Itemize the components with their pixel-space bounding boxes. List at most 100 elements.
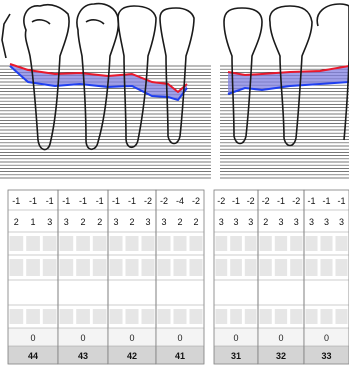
empty-measure-cell[interactable] xyxy=(274,309,288,324)
empty-measure-cell[interactable] xyxy=(59,236,74,251)
empty-measure-cell[interactable] xyxy=(173,309,187,324)
empty-measure-cell[interactable] xyxy=(230,259,242,276)
gingival-margin-value[interactable]: -4 xyxy=(176,196,184,206)
probing-depth-value[interactable]: 3 xyxy=(113,217,118,227)
empty-measure-cell[interactable] xyxy=(76,259,90,276)
empty-measure-cell[interactable] xyxy=(9,236,24,251)
probing-depth-value[interactable]: 3 xyxy=(219,217,224,227)
empty-measure-cell[interactable] xyxy=(9,309,24,324)
gingival-margin-value[interactable]: -2 xyxy=(262,196,270,206)
empty-measure-cell[interactable] xyxy=(244,236,257,251)
empty-measure-cell[interactable] xyxy=(92,309,107,324)
empty-measure-cell[interactable] xyxy=(9,259,24,276)
empty-measure-cell[interactable] xyxy=(305,309,318,324)
empty-measure-cell[interactable] xyxy=(141,309,155,324)
gingival-margin-value[interactable]: -1 xyxy=(232,196,240,206)
empty-measure-cell[interactable] xyxy=(42,309,57,324)
empty-measure-cell[interactable] xyxy=(26,236,40,251)
empty-measure-cell[interactable] xyxy=(157,259,171,276)
empty-measure-cell[interactable] xyxy=(305,259,318,276)
empty-measure-cell[interactable] xyxy=(244,259,257,276)
empty-measure-cell[interactable] xyxy=(92,259,107,276)
probing-depth-value[interactable]: 3 xyxy=(324,217,329,227)
probing-depth-value[interactable]: 3 xyxy=(294,217,299,227)
gingival-margin-value[interactable]: -1 xyxy=(277,196,285,206)
empty-measure-cell[interactable] xyxy=(290,259,303,276)
probing-depth-value[interactable]: 3 xyxy=(278,217,283,227)
probing-depth-value[interactable]: 3 xyxy=(47,217,52,227)
empty-measure-cell[interactable] xyxy=(335,236,348,251)
empty-measure-cell[interactable] xyxy=(26,309,40,324)
gingival-margin-value[interactable]: -1 xyxy=(96,196,104,206)
empty-measure-cell[interactable] xyxy=(92,236,107,251)
gingival-margin-value[interactable]: -2 xyxy=(144,196,152,206)
empty-measure-cell[interactable] xyxy=(189,236,203,251)
probing-depth-value[interactable]: 3 xyxy=(233,217,238,227)
empty-measure-cell[interactable] xyxy=(335,259,348,276)
gingival-margin-value[interactable]: -1 xyxy=(307,196,315,206)
probing-depth-value[interactable]: 3 xyxy=(161,217,166,227)
empty-measure-cell[interactable] xyxy=(320,309,333,324)
empty-measure-cell[interactable] xyxy=(290,236,303,251)
probing-depth-value[interactable]: 2 xyxy=(80,217,85,227)
empty-measure-cell[interactable] xyxy=(125,236,139,251)
probing-depth-value[interactable]: 2 xyxy=(97,217,102,227)
probing-depth-value[interactable]: 2 xyxy=(14,217,19,227)
gingival-margin-value[interactable]: -2 xyxy=(292,196,300,206)
empty-measure-cell[interactable] xyxy=(335,309,348,324)
empty-measure-cell[interactable] xyxy=(189,259,203,276)
probing-depth-value[interactable]: 2 xyxy=(177,217,182,227)
empty-measure-cell[interactable] xyxy=(141,259,155,276)
gingival-margin-value[interactable]: -2 xyxy=(160,196,168,206)
empty-measure-cell[interactable] xyxy=(259,309,272,324)
empty-measure-cell[interactable] xyxy=(274,259,288,276)
empty-measure-cell[interactable] xyxy=(141,236,155,251)
empty-measure-cell[interactable] xyxy=(230,309,242,324)
probing-depth-value[interactable]: 3 xyxy=(64,217,69,227)
empty-measure-cell[interactable] xyxy=(274,236,288,251)
empty-measure-cell[interactable] xyxy=(59,259,74,276)
empty-measure-cell[interactable] xyxy=(173,236,187,251)
probing-depth-value[interactable]: 2 xyxy=(263,217,268,227)
gingival-margin-value[interactable]: -2 xyxy=(217,196,225,206)
gingival-margin-value[interactable]: -1 xyxy=(29,196,37,206)
gingival-margin-value[interactable]: -1 xyxy=(112,196,120,206)
gingival-margin-value[interactable]: -2 xyxy=(247,196,255,206)
probing-depth-value[interactable]: 2 xyxy=(129,217,134,227)
empty-measure-cell[interactable] xyxy=(109,259,123,276)
empty-measure-cell[interactable] xyxy=(109,236,123,251)
empty-measure-cell[interactable] xyxy=(76,236,90,251)
empty-measure-cell[interactable] xyxy=(42,236,57,251)
empty-measure-cell[interactable] xyxy=(305,236,318,251)
empty-measure-cell[interactable] xyxy=(215,236,228,251)
gingival-margin-value[interactable]: -1 xyxy=(46,196,54,206)
probing-depth-value[interactable]: 3 xyxy=(339,217,344,227)
probing-depth-value[interactable]: 3 xyxy=(145,217,150,227)
probing-depth-value[interactable]: 1 xyxy=(30,217,35,227)
gingival-margin-value[interactable]: -2 xyxy=(192,196,200,206)
empty-measure-cell[interactable] xyxy=(320,236,333,251)
empty-measure-cell[interactable] xyxy=(26,259,40,276)
gingival-margin-value[interactable]: -1 xyxy=(62,196,70,206)
empty-measure-cell[interactable] xyxy=(290,309,303,324)
empty-measure-cell[interactable] xyxy=(125,309,139,324)
empty-measure-cell[interactable] xyxy=(320,259,333,276)
empty-measure-cell[interactable] xyxy=(215,259,228,276)
probing-depth-value[interactable]: 3 xyxy=(248,217,253,227)
empty-measure-cell[interactable] xyxy=(109,309,123,324)
empty-measure-cell[interactable] xyxy=(157,309,171,324)
empty-measure-cell[interactable] xyxy=(230,236,242,251)
empty-measure-cell[interactable] xyxy=(42,259,57,276)
empty-measure-cell[interactable] xyxy=(125,259,139,276)
probing-depth-value[interactable]: 2 xyxy=(193,217,198,227)
empty-measure-cell[interactable] xyxy=(189,309,203,324)
gingival-margin-value[interactable]: -1 xyxy=(79,196,87,206)
gingival-margin-value[interactable]: -1 xyxy=(12,196,20,206)
gingival-margin-value[interactable]: -1 xyxy=(337,196,345,206)
empty-measure-cell[interactable] xyxy=(259,259,272,276)
empty-measure-cell[interactable] xyxy=(259,236,272,251)
empty-measure-cell[interactable] xyxy=(215,309,228,324)
gingival-margin-value[interactable]: -1 xyxy=(128,196,136,206)
empty-measure-cell[interactable] xyxy=(173,259,187,276)
probing-depth-value[interactable]: 3 xyxy=(309,217,314,227)
